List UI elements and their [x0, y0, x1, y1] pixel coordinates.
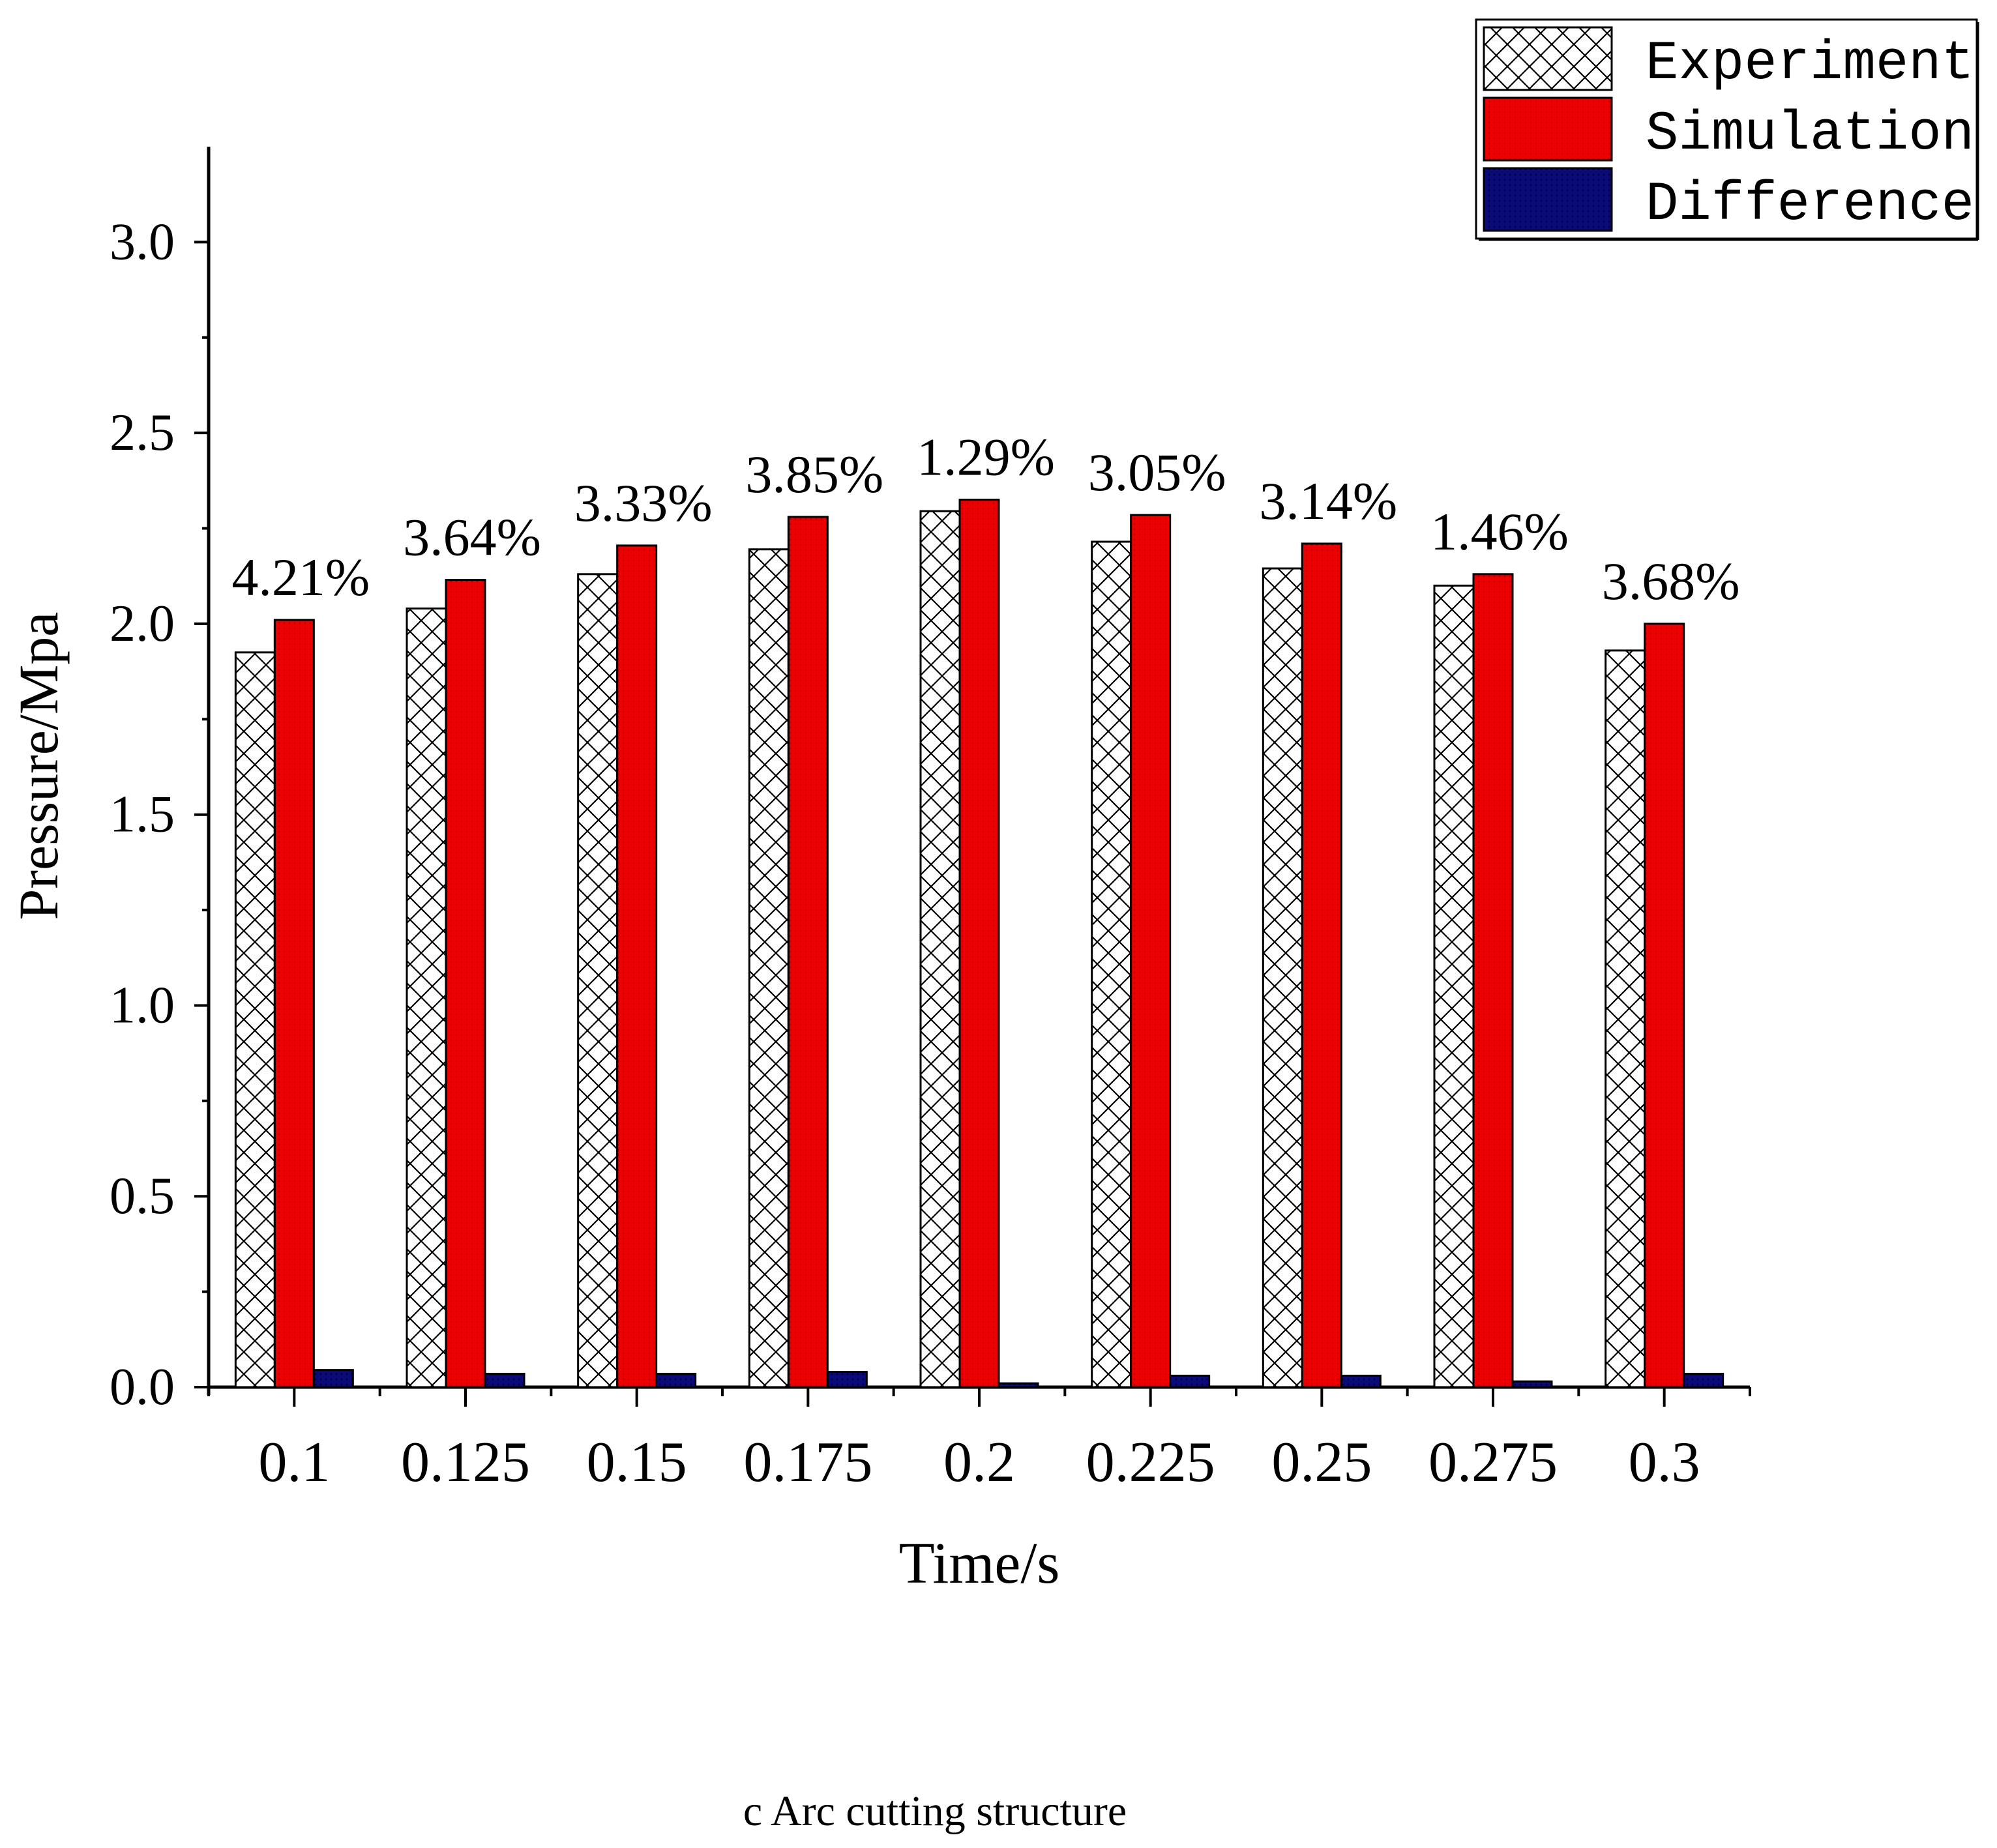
experiment-bar [234, 651, 276, 1388]
legend-swatch [1483, 96, 1613, 162]
y-tick-label: 1.5 [110, 786, 175, 843]
x-tick-label: 0.175 [743, 1431, 872, 1494]
experiment-bar [1605, 649, 1646, 1388]
difference-bar [826, 1371, 868, 1388]
y-tick-label: 2.0 [110, 595, 175, 653]
difference-bar [998, 1382, 1039, 1388]
simulation-bar [1301, 542, 1342, 1388]
percent-label: 3.05% [1088, 443, 1226, 502]
experiment-bar [1091, 540, 1132, 1388]
simulation-bar [616, 544, 658, 1388]
percent-label: 1.46% [1430, 502, 1569, 561]
y-tick-label: 2.5 [110, 404, 175, 462]
percent-label: 3.64% [403, 508, 541, 567]
legend-swatch [1483, 26, 1613, 91]
bars [234, 499, 1724, 1388]
legend-swatch [1483, 167, 1613, 232]
figure-caption: c Arc cutting structure [743, 1787, 1127, 1835]
legend: Experiment Simulation Difference [1475, 18, 1979, 241]
experiment-bar [577, 573, 619, 1388]
percent-label: 3.33% [574, 473, 713, 533]
legend-label: Difference [1646, 174, 1974, 236]
x-tick-label: 0.25 [1271, 1431, 1372, 1494]
x-axis-label: Time/s [899, 1531, 1060, 1596]
y-tick-label: 1.0 [110, 976, 175, 1034]
x-tick-label: 0.3 [1629, 1431, 1700, 1494]
percent-label: 4.21% [231, 548, 370, 607]
simulation-bar [1644, 623, 1685, 1388]
simulation-bar [787, 516, 829, 1388]
percent-label: 1.29% [917, 428, 1055, 487]
experiment-bar [919, 510, 961, 1388]
difference-bar [1169, 1374, 1211, 1388]
y-tick-label: 3.0 [110, 213, 175, 271]
x-tick-label: 0.125 [401, 1431, 530, 1494]
simulation-bar [958, 499, 1000, 1388]
x-tick-label: 0.1 [258, 1431, 330, 1494]
x-axis: 0.1 0.125 0.15 0.175 0.2 0.225 0.25 0.275 0.3 [207, 1385, 1751, 1494]
experiment-bar [406, 608, 447, 1388]
difference-bar [1683, 1373, 1724, 1388]
y-tick-label: 0.0 [110, 1358, 175, 1416]
difference-bar [1511, 1380, 1553, 1388]
x-tick-label: 0.275 [1428, 1431, 1558, 1494]
legend-label: Experiment [1646, 33, 1974, 95]
y-axis: 0.0 0.5 1.0 1.5 2.0 2.5 3.0 [110, 147, 211, 1416]
simulation-bar [1472, 573, 1514, 1388]
difference-bar [484, 1373, 525, 1388]
experiment-bar [1433, 584, 1475, 1388]
difference-bar [312, 1369, 354, 1388]
percent-annotations: 4.21% 3.64% 3.33% 3.85% 1.29% 3.05% 3.14% 1.46%… [231, 428, 1739, 611]
percent-label: 3.14% [1259, 471, 1397, 531]
simulation-bar [445, 579, 486, 1388]
difference-bar [1340, 1374, 1382, 1388]
experiment-bar [748, 548, 790, 1388]
x-tick-label: 0.2 [943, 1431, 1015, 1494]
y-axis-label: Pressure/Mpa [7, 612, 70, 920]
simulation-bar [1130, 514, 1172, 1388]
percent-label: 3.68% [1602, 551, 1740, 611]
experiment-bar [1262, 567, 1303, 1388]
percent-label: 3.85% [745, 445, 883, 504]
simulation-bar [273, 619, 315, 1388]
x-tick-label: 0.15 [587, 1431, 687, 1494]
difference-bar [655, 1373, 697, 1388]
y-tick-label: 0.5 [110, 1167, 175, 1225]
x-tick-label: 0.225 [1086, 1431, 1215, 1494]
legend-label: Simulation [1646, 104, 1974, 166]
